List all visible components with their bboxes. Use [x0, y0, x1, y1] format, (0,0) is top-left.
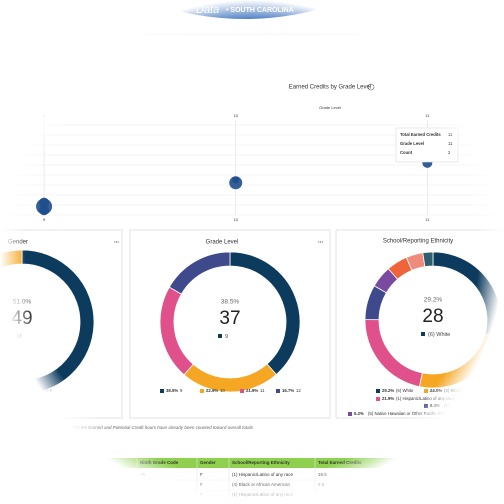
legend-value: 21.9% [246, 388, 258, 393]
center-value: 37 [219, 308, 240, 329]
tooltip-label: Total Earned Credits [400, 132, 441, 137]
legend-swatch [424, 404, 428, 408]
x-tick-label: 10 [233, 217, 238, 222]
center-value: 28 [422, 306, 443, 327]
legend-label: (2) American Indian or - [444, 403, 489, 408]
tooltip-label: Count [400, 150, 413, 155]
legend-value: 21.9% [382, 396, 394, 401]
legend-swatch [240, 389, 244, 393]
chart-title: Earned Credits by Grade Level [289, 85, 371, 91]
legend-value: 29.2% [382, 388, 394, 393]
legend-swatch [160, 389, 164, 393]
legend-value: 24.0% [430, 388, 442, 393]
state: • SOUTH CAROLINA [226, 7, 294, 14]
card-menu[interactable]: ... [114, 239, 119, 245]
legend-value: 16.7% [282, 388, 294, 393]
tooltip-value: 11 [448, 132, 453, 137]
legend-swatch [218, 334, 222, 338]
bubble[interactable] [232, 176, 240, 184]
edge-label: 9% F [42, 388, 53, 393]
note: which the Earned and Potential Credit ho… [68, 425, 254, 430]
center-percent: 29.2% [424, 297, 443, 304]
tooltip-value: 11 [448, 141, 453, 146]
card-title: School/Reporting Ethnicity [383, 239, 453, 245]
card-menu[interactable]: ... [318, 239, 323, 245]
center-percent: 51.0% [13, 299, 32, 306]
legend-label: (1) Hispanic/Latino of any race [396, 396, 455, 401]
cell: 16.5 [318, 472, 327, 477]
legend-label: (4) Black - [444, 388, 464, 393]
column-header: Gender [200, 460, 216, 465]
legend-swatch [376, 397, 380, 401]
legend-swatch [424, 389, 428, 393]
legend-swatch [10, 334, 14, 338]
x-tick-label: 10 [233, 113, 238, 118]
column-header: de [110, 460, 116, 465]
x-tick-label: 9 [43, 217, 46, 222]
cell: (4) Black or African American [232, 482, 291, 487]
x-tick-label: 11 [425, 113, 430, 118]
center-label: (6) White [428, 332, 450, 338]
cell: F [200, 492, 203, 497]
center-percent: 38.5% [221, 299, 240, 306]
legend-value: 22.9% [206, 388, 218, 393]
axis-label: Grade Level [319, 105, 341, 110]
cell: 25 [140, 472, 146, 477]
legend-label: 11 [260, 388, 265, 393]
tooltip-label: Grade Level [400, 141, 424, 146]
x-tick-label: 9 [43, 113, 46, 118]
brand: Data [196, 4, 219, 16]
center-label: 9 [225, 334, 228, 340]
center-value: 49 [11, 308, 32, 329]
legend-value: 5.2% [354, 411, 364, 416]
legend-swatch [421, 332, 425, 336]
column-header: Total Earned Credits [318, 460, 362, 465]
column-header: Ninth Grade Code [140, 460, 179, 465]
cell: F [200, 472, 203, 477]
bubble[interactable] [39, 205, 50, 216]
x-tick-label: 11 [425, 217, 430, 222]
legend-value: 8.3% [430, 403, 440, 408]
card-title: Gender [8, 240, 28, 246]
donut-slice[interactable] [422, 251, 434, 268]
legend-label: 12 [296, 388, 301, 393]
cell: (1) Hispanic/Latino of any race [232, 492, 294, 497]
cell: 2.5 [318, 482, 325, 487]
card-title: Grade Level [206, 240, 239, 246]
center-label: M [17, 334, 22, 340]
legend-label: 10 [220, 388, 225, 393]
cell: F [200, 482, 203, 487]
legend-swatch [276, 389, 280, 393]
column-header: School/Reporting Ethnicity [232, 460, 290, 465]
legend-swatch [200, 389, 204, 393]
legend-swatch [348, 412, 352, 416]
legend-label: (6) White [396, 388, 414, 393]
legend-swatch [376, 389, 380, 393]
cell: (1) Hispanic/Latino of any race [232, 472, 294, 477]
legend-value: 38.5% [166, 388, 178, 393]
legend-label: (5) Native Hawaiian or Other Pacific Isl… [368, 411, 453, 416]
